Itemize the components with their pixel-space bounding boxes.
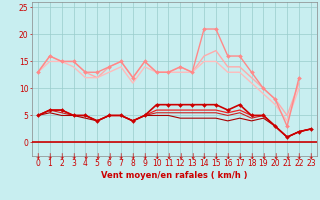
Text: ↓: ↓ [165,152,172,161]
Text: ↓: ↓ [296,152,302,161]
Text: ↓: ↓ [47,152,53,161]
Text: ↓: ↓ [248,152,255,161]
Text: ↓: ↓ [106,152,112,161]
Text: ↓: ↓ [35,152,41,161]
Text: ↓: ↓ [236,152,243,161]
Text: ↓: ↓ [284,152,290,161]
Text: ↓: ↓ [118,152,124,161]
Text: ↓: ↓ [260,152,267,161]
Text: ↓: ↓ [130,152,136,161]
Text: ↓: ↓ [225,152,231,161]
Text: ↓: ↓ [82,152,89,161]
Text: ↓: ↓ [213,152,219,161]
Text: ↓: ↓ [189,152,196,161]
Text: ↓: ↓ [177,152,184,161]
Text: ↓: ↓ [70,152,77,161]
Text: ↓: ↓ [94,152,100,161]
X-axis label: Vent moyen/en rafales ( km/h ): Vent moyen/en rafales ( km/h ) [101,171,248,180]
Text: ↓: ↓ [59,152,65,161]
Text: ↓: ↓ [272,152,278,161]
Text: ↓: ↓ [201,152,207,161]
Text: ↓: ↓ [308,152,314,161]
Text: ↓: ↓ [141,152,148,161]
Text: ↓: ↓ [153,152,160,161]
